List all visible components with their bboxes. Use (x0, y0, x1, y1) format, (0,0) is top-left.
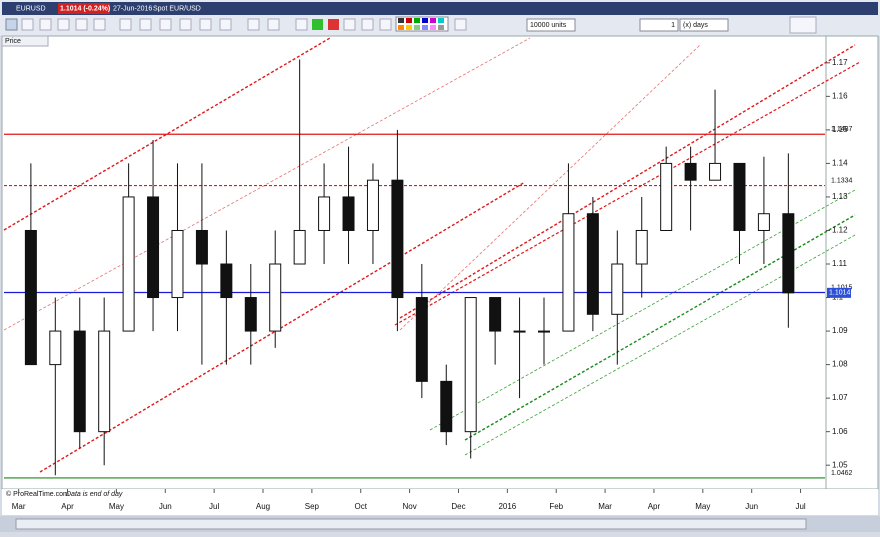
candle-body (318, 196, 331, 231)
level-label: 1.1487 (831, 126, 853, 133)
y-tick-label: 1.15 (832, 125, 848, 134)
period-select[interactable] (679, 18, 729, 32)
trend-lines (3, 37, 861, 473)
candle-body (586, 213, 599, 315)
y-tick-label: 1.16 (832, 91, 848, 100)
candle-body (195, 229, 208, 265)
x-tick-label: Feb (549, 502, 563, 511)
candle-body (391, 179, 404, 299)
panel-tab[interactable] (1, 35, 49, 47)
x-tick-label: Apr (61, 502, 74, 511)
x-tick-label: Mar (12, 502, 26, 511)
candle-body (147, 196, 160, 299)
level-label: 1.1334 (831, 177, 853, 184)
candle-body (24, 229, 37, 366)
candle-body (122, 196, 135, 332)
y-tick-label: 1.11 (832, 259, 848, 268)
candle-body (244, 297, 257, 332)
candle-body (464, 297, 477, 433)
candle-body (293, 229, 306, 265)
price-badge (58, 3, 110, 14)
y-tick-label: 1.13 (832, 192, 848, 201)
footer-copyright: © ProRealTime.com (6, 490, 69, 498)
time-axis (2, 489, 878, 515)
footer-note: Data is end of day (66, 491, 123, 498)
last-price-label: 1.1014 (829, 290, 851, 297)
tool-icons[interactable] (5, 16, 817, 34)
candle-body (538, 330, 551, 333)
x-tick-label: Dec (451, 502, 465, 511)
candle-body (782, 213, 795, 294)
candle-body (562, 213, 575, 332)
candle-body (489, 297, 502, 332)
candle-body (98, 330, 111, 433)
x-tick-label: Jul (795, 502, 805, 511)
x-tick-label: Sep (305, 502, 320, 511)
x-tick-label: Jun (159, 502, 172, 511)
candle-body (733, 162, 746, 231)
period-input[interactable] (639, 18, 679, 32)
y-tick-label: 1.05 (832, 460, 848, 469)
units: 10000 units (530, 22, 567, 29)
x-tick-label: Jul (209, 502, 219, 511)
candle-body (513, 330, 526, 333)
y-tick-label: 1.06 (832, 427, 848, 436)
period-count: 1 (671, 22, 675, 29)
plot-area (1, 35, 827, 490)
candle-body (709, 162, 722, 181)
x-tick-label: May (109, 502, 124, 511)
candle-body (342, 196, 355, 231)
x-tick-label: Jun (745, 502, 758, 511)
price: 1.1014 (-0.24%) (60, 5, 110, 12)
y-tick-label: 1.17 (832, 58, 848, 67)
last-price-box (827, 287, 851, 298)
candle-body (415, 297, 428, 382)
scroll-thumb[interactable] (15, 518, 807, 530)
candle-body (366, 179, 379, 231)
candle-body (269, 263, 282, 332)
candle-body (73, 330, 86, 433)
candle-body (660, 162, 673, 231)
y-tick-label: 1.08 (832, 360, 848, 369)
candle-body (220, 263, 233, 299)
panel-label: Price (5, 38, 21, 45)
title-bar (2, 2, 878, 15)
candle-body (49, 330, 62, 366)
candle-body (757, 213, 770, 231)
candle-body (684, 162, 697, 181)
x-tick-label: Nov (402, 502, 416, 511)
x-tick-label: Oct (355, 502, 368, 511)
candle-body (171, 229, 184, 299)
candle-body (440, 380, 453, 433)
y-tick-label: 1.12 (832, 226, 848, 235)
x-tick-label: Mar (598, 502, 612, 511)
x-tick-label: 2016 (498, 502, 516, 511)
y-tick-label: 1.07 (832, 393, 848, 402)
units-select[interactable] (526, 18, 576, 32)
x-tick-label: Apr (648, 502, 661, 511)
x-tick-label: Aug (256, 502, 270, 511)
price-axis (825, 35, 879, 490)
description: Spot EUR/USD (153, 5, 201, 12)
symbol[interactable]: EURUSD (16, 5, 46, 12)
y-tick-label: 1.14 (832, 159, 848, 168)
y-tick-label: 1.09 (832, 326, 848, 335)
candle-body (611, 263, 624, 315)
period-unit: (x) days (683, 22, 708, 29)
date: 27-Jun-2016 (113, 5, 152, 12)
level-label: 1.0462 (831, 470, 853, 477)
candle-body (635, 229, 648, 265)
x-tick-label: May (695, 502, 710, 511)
